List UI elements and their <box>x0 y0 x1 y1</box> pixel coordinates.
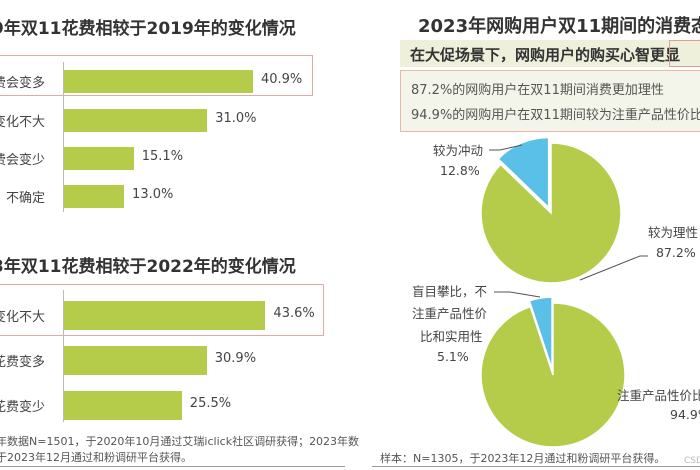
pie2-value-main: 94.9% <box>670 407 700 422</box>
subtitle-bar: 在大促场景下，网购用户的购买心智更显 <box>400 40 700 67</box>
watermark: CSDN <box>684 456 700 466</box>
chart2-title: 3年双11花费相较于2022年的变化情况 <box>0 257 296 277</box>
subtitle-text: 在大促场景下，网购用户的购买心智更显 <box>410 46 681 64</box>
left-bottom-rule <box>0 466 345 467</box>
subtitle-highlight <box>669 40 700 67</box>
right-footnote: 样本：N=1305，于2023年12月通过和粉调研平台获得。 <box>380 452 666 465</box>
bar-category-label: 变化不大 <box>0 310 45 325</box>
bar <box>64 300 266 330</box>
bar-category-label: 花费变多 <box>0 355 45 370</box>
bar-category-label: 变化不大 <box>0 115 45 130</box>
chart2-axis <box>63 290 64 422</box>
bar-value-label: 31.0% <box>215 111 257 126</box>
pie-slice-main <box>480 142 622 284</box>
bullet-2: 94.9%的网购用户在双11期间较为注重产品性价比 <box>411 108 700 123</box>
leader-line-rational <box>579 255 648 281</box>
pie-slice-minor <box>497 136 550 210</box>
bullet-1: 87.2%的网购用户在双11期间消费更加理性 <box>411 83 664 98</box>
bar-category-label: 不确定 <box>5 191 45 206</box>
leader-line-minor <box>494 291 541 298</box>
bar <box>64 146 134 170</box>
bar <box>64 184 125 208</box>
bar <box>64 108 208 132</box>
bar-value-label: 43.6% <box>273 306 315 321</box>
pie2-label-minor-1: 盲目攀比，不 <box>412 284 488 299</box>
bar-value-label: 25.5% <box>189 396 232 411</box>
pie1-value-rational: 87.2% <box>656 245 696 260</box>
pie2-label-main: 注重产品性价比 <box>617 388 700 403</box>
chart1-axis <box>63 62 64 212</box>
bar-value-label: 15.1% <box>141 149 184 164</box>
chart1-title: 9年双11花费相较于2019年的变化情况 <box>0 19 296 39</box>
pie1-label-impulsive: 较为冲动 <box>433 143 484 158</box>
pie2-value-minor: 5.1% <box>437 349 469 364</box>
bullet-box: 87.2%的网购用户在双11期间消费更加理性 94.9%的网购用户在双11期间较… <box>400 70 700 132</box>
chart2-highlight <box>0 284 324 336</box>
bar-value-label: 40.9% <box>260 72 303 87</box>
right-title: 2023年网购用户双11期间的消费态 <box>418 16 700 37</box>
pie-slice-main <box>480 302 626 448</box>
bar <box>64 69 253 93</box>
bar-category-label: 费会变少 <box>0 153 45 168</box>
bar-value-label: 13.0% <box>132 187 174 202</box>
bar-category-label: 花费变少 <box>0 400 45 415</box>
pie2-label-minor-2: 注重产品性价 <box>412 306 488 321</box>
leader-line-impulsive <box>489 144 523 151</box>
pie2-label-minor-3: 比和实用性 <box>420 329 483 344</box>
left-footnote-2: 于2023年12月通过和粉调研平台获得。 <box>0 451 192 464</box>
bar <box>64 345 207 375</box>
bar <box>64 390 182 420</box>
pie-slice-minor <box>528 296 553 370</box>
bar-value-label: 30.9% <box>214 351 257 366</box>
bar-category-label: 费会变多 <box>0 76 45 91</box>
right-bottom-rule <box>372 466 700 467</box>
pie1-value-impulsive: 12.8% <box>440 163 480 178</box>
chart1-highlight <box>0 55 313 96</box>
pie1-label-rational: 较为理性 <box>648 225 699 240</box>
left-footnote-1: 年数据N=1501，于2020年10月通过艾瑞iclick社区调研获得；2023… <box>0 435 360 448</box>
